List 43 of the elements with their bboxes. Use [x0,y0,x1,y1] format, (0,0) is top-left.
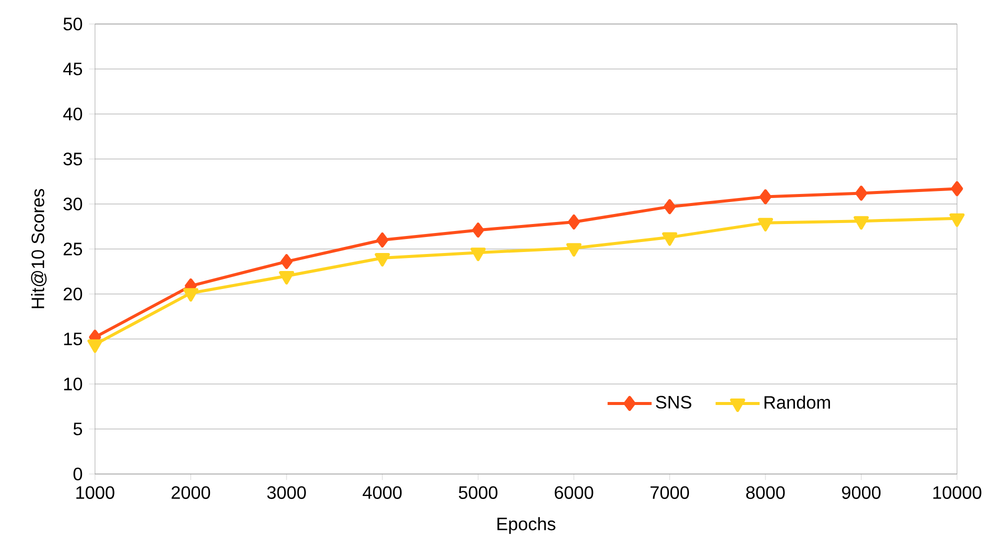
y-tick-label: 15 [64,332,82,346]
point [183,288,198,302]
point [278,271,294,284]
point [759,189,772,204]
legend-label: SNS [656,396,692,409]
point [87,339,103,353]
x-tick-label: 2000 [172,486,210,499]
y-tick-label: 25 [64,242,82,256]
point [374,253,390,266]
point [951,181,964,196]
legend-label: Random [764,396,830,409]
point [376,232,388,248]
point [280,254,293,270]
point [949,213,965,227]
x-tick-label: 7000 [650,486,689,499]
x-tick-label: 8000 [746,486,785,499]
y-tick-label: 0 [73,468,82,480]
x-tick-label: 9000 [842,486,881,499]
x-tick-label: 3000 [267,486,306,499]
point [758,218,774,232]
y-tick-label: 20 [64,288,82,300]
point [470,248,486,262]
point [566,243,582,257]
point [664,199,676,214]
x-tick-label: 4000 [362,486,402,499]
y-tick-label: 30 [63,198,82,210]
y-tick-label: 35 [63,152,82,166]
x-tick-label: 1000 [76,486,114,499]
point [855,186,868,201]
x-tick-label: 5000 [458,486,498,499]
point [568,214,580,230]
y-tick-label: 40 [63,108,82,120]
x-tick-label: 6000 [554,486,594,499]
y-tick-label: 45 [63,62,82,76]
y-tick-label: 10 [64,378,82,390]
y-tick-label: 5 [74,422,82,436]
y-axis-title: Hit@10 Scores [31,189,47,308]
x-axis-title: Epochs [497,517,556,534]
x-tick-label: 10000 [933,486,982,499]
point [472,222,484,238]
y-tick-label: 50 [64,18,82,30]
point [854,216,869,230]
point [662,232,678,246]
